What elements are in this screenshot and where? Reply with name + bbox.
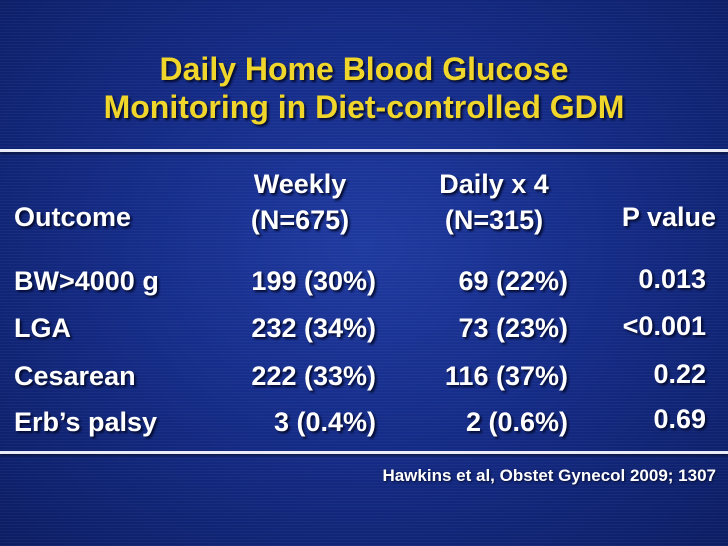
row-outcome: Cesarean <box>14 361 136 391</box>
row-weekly: 232 (34%) <box>251 313 376 343</box>
row-weekly: 199 (30%) <box>251 266 376 296</box>
header-outcome: Outcome <box>14 202 132 232</box>
citation: Hawkins et al, Obstet Gynecol 2009; 1307 <box>382 466 716 485</box>
row-pvalue: <0.001 <box>622 311 706 341</box>
row-pvalue: 0.013 <box>638 264 706 294</box>
slide-title-line-2: Monitoring in Diet-controlled GDM <box>103 89 625 125</box>
row-weekly: 3 (0.4%) <box>273 407 376 437</box>
header-weekly-label: Weekly <box>253 169 347 199</box>
header-daily-n: (N=315) <box>444 205 544 235</box>
table-bottom-rule <box>0 451 728 454</box>
row-daily: 2 (0.6%) <box>465 407 568 437</box>
row-daily: 116 (37%) <box>444 361 568 391</box>
row-daily: 69 (22%) <box>458 266 568 296</box>
row-outcome: BW>4000 g <box>14 266 159 296</box>
row-weekly: 222 (33%) <box>251 361 376 391</box>
header-daily-label: Daily x 4 <box>439 169 549 199</box>
row-outcome: LGA <box>14 313 71 343</box>
row-outcome: Erb’s palsy <box>14 407 158 437</box>
header-weekly-n: (N=675) <box>250 205 350 235</box>
slide-title-line-1: Daily Home Blood Glucose <box>159 51 569 87</box>
table-top-rule <box>0 149 728 152</box>
row-daily: 73 (23%) <box>458 313 568 343</box>
row-pvalue: 0.22 <box>653 359 706 389</box>
header-pvalue: P value <box>621 202 716 232</box>
row-pvalue: 0.69 <box>653 404 706 434</box>
